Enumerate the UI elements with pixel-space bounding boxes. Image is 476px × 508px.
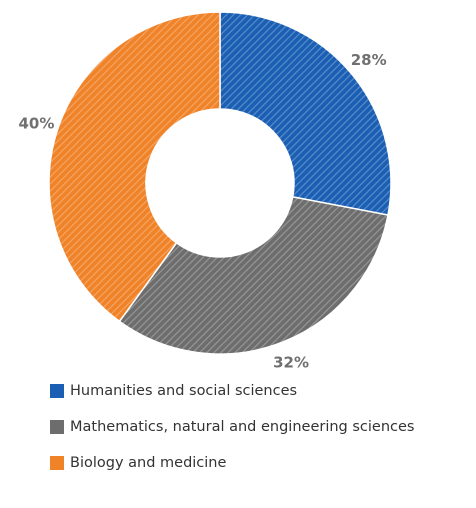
- legend-item-biology: Biology and medicine: [50, 454, 414, 472]
- legend-label-biology: Biology and medicine: [70, 455, 227, 471]
- legend-item-mathematics: Mathematics, natural and engineering sci…: [50, 418, 414, 436]
- data-label-humanities: 28%: [351, 51, 387, 69]
- legend-swatch-biology: [50, 456, 64, 470]
- legend-swatch-humanities: [50, 384, 64, 398]
- data-label-biology: 40%: [18, 114, 54, 132]
- legend-item-humanities: Humanities and social sciences: [50, 382, 414, 400]
- data-label-mathematics: 32%: [273, 353, 309, 371]
- slice-mathematics: [118, 195, 389, 355]
- legend-label-mathematics: Mathematics, natural and engineering sci…: [70, 419, 415, 435]
- legend-label-humanities: Humanities and social sciences: [70, 383, 298, 399]
- slices: [48, 11, 392, 355]
- legend-swatch-mathematics: [50, 420, 64, 434]
- donut-chart: 28% 32% 40%: [18, 11, 392, 371]
- legend: Humanities and social sciences Mathemati…: [50, 382, 414, 490]
- slice-humanities: [219, 11, 392, 216]
- data-labels: 28% 32% 40%: [18, 51, 386, 371]
- slice-biology: [48, 11, 221, 323]
